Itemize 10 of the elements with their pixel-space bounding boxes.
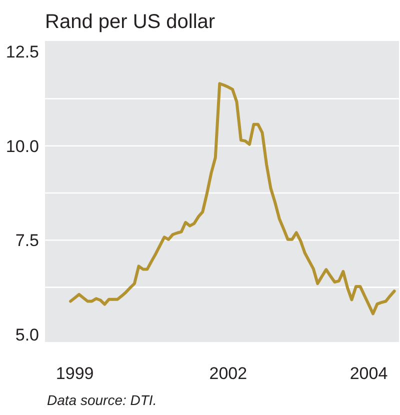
x-tick-label: 1999 [56,364,94,383]
y-tick-label: 10.0 [6,136,39,156]
x-tick-label: 2004 [350,364,388,383]
y-tick-label: 7.5 [15,231,39,250]
chart-title: Rand per US dollar [45,11,216,33]
x-tick-label: 2002 [209,364,248,383]
source-note: Data source: DTI. [47,392,157,408]
y-tick-label: 5.0 [15,325,39,344]
line-series [69,82,396,316]
y-tick-label: 12.5 [6,42,39,62]
